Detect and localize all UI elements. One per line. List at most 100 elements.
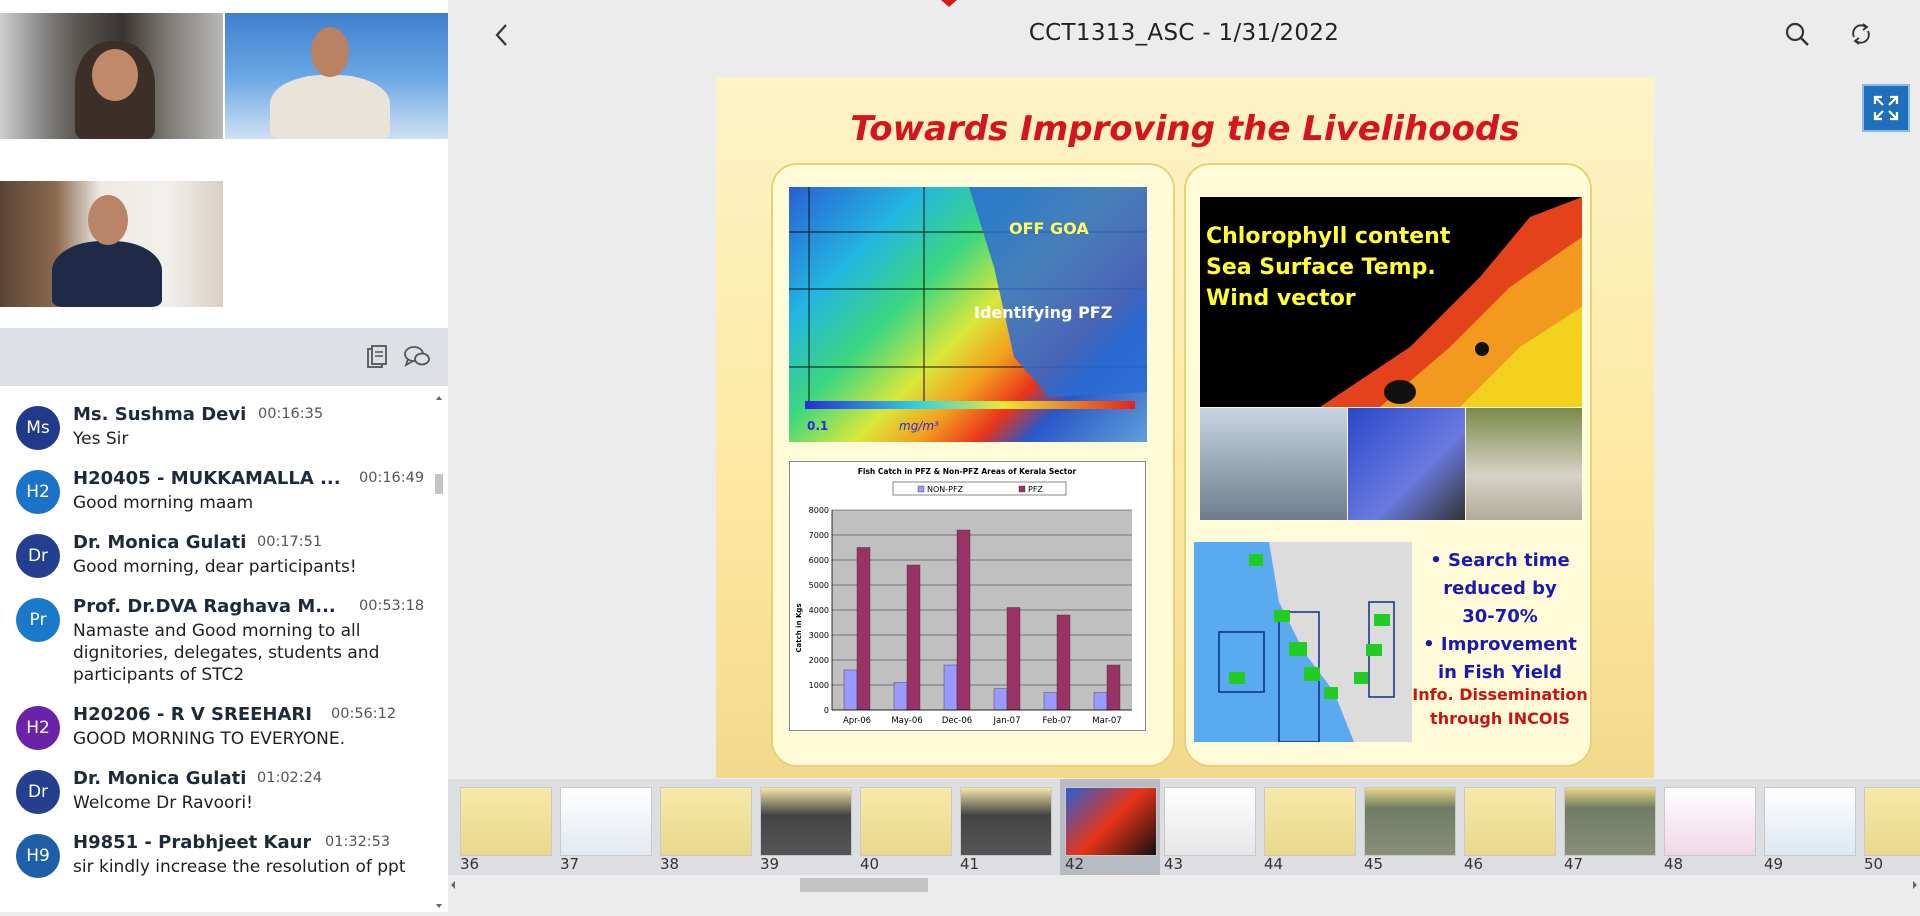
chat-scrollbar[interactable] — [433, 392, 445, 912]
slide-thumbnail[interactable] — [860, 787, 952, 856]
slide-number: 41 — [960, 855, 980, 873]
search-button[interactable] — [1784, 21, 1812, 49]
sender-name: Ms. Sushma Devi — [73, 404, 247, 425]
slide-thumbnail[interactable] — [1764, 787, 1856, 856]
y-tick-label: 0 — [824, 706, 829, 715]
slide-thumbnail[interactable] — [1564, 787, 1656, 856]
participant-face — [88, 195, 128, 245]
legend-label-pfz: PFZ — [1028, 485, 1043, 494]
slide-number: 37 — [560, 855, 580, 873]
back-button[interactable] — [488, 20, 516, 50]
chat-message-list: Ms Ms. Sushma Devi 00:16:35 Yes Sir H2 H… — [0, 392, 430, 912]
avatar: Dr — [16, 770, 60, 814]
slide-thumbnail[interactable] — [460, 787, 552, 856]
fullscreen-icon — [1873, 95, 1899, 121]
slide-number: 46 — [1464, 855, 1484, 873]
text-sst: Sea Surface Temp. — [1206, 255, 1436, 280]
slide-thumbnail[interactable] — [660, 787, 752, 856]
y-tick-label: 7000 — [809, 531, 829, 540]
legend-swatch-pfz — [1018, 485, 1026, 493]
y-tick-label: 5000 — [809, 581, 829, 590]
slide-number: 39 — [760, 855, 780, 873]
map-label-off-goa: OFF GOA — [1009, 219, 1089, 238]
slide-number: 38 — [660, 855, 680, 873]
slide-thumbnail[interactable] — [1364, 787, 1456, 856]
search-icon — [1785, 22, 1809, 46]
text-chlorophyll: Chlorophyll content — [1206, 224, 1451, 249]
photo-handheld-device — [1348, 408, 1465, 520]
fullscreen-button[interactable] — [1862, 84, 1910, 132]
participant-face — [311, 27, 349, 77]
slide-thumbnail[interactable] — [1264, 787, 1356, 856]
slide-thumbnail[interactable] — [760, 787, 852, 856]
bullet-reduced: reduced by — [1443, 578, 1557, 599]
bar-non-pfz-may-06 — [893, 682, 908, 711]
sender-name: H20405 - MUKKAMALLA ... — [73, 468, 341, 489]
bullet-list: • Search time reduced by 30-70% • Improv… — [1414, 547, 1586, 687]
x-tick-label: Apr-06 — [843, 716, 871, 726]
fish-catch-chart: Fish Catch in PFZ & Non-PFZ Areas of Ker… — [789, 461, 1146, 731]
bar-pfz-dec-06 — [956, 529, 971, 711]
bar-non-pfz-dec-06 — [943, 664, 958, 711]
sst-map-image: OFF GOA Identifying PFZ 0.1 mg/m³ — [789, 187, 1147, 442]
message-time: 01:02:24 — [257, 770, 323, 786]
sender-name: Prof. Dr.DVA Raghava M... — [73, 596, 336, 617]
slide-number: 49 — [1764, 855, 1784, 873]
scale-min-label: 0.1 — [807, 419, 829, 433]
slide-number: 47 — [1564, 855, 1584, 873]
slide-thumbnail[interactable] — [1664, 787, 1756, 856]
message-text: Good morning, dear participants! — [73, 557, 357, 577]
message-text: Namaste and Good morning to all dignitor… — [73, 621, 380, 685]
current-slide: Towards Improving the Livelihoods OFF GO… — [716, 77, 1654, 778]
slide-number: 48 — [1664, 855, 1684, 873]
bar-pfz-jan-07 — [1006, 607, 1021, 711]
info-line-1: Info. Dissemination — [1412, 685, 1588, 704]
slide-thumbnail[interactable] — [1164, 787, 1256, 856]
y-tick-label: 4000 — [809, 606, 829, 615]
video-tile-1[interactable] — [0, 13, 223, 139]
slide-title: Towards Improving the Livelihoods — [850, 109, 1520, 149]
bar-chart-svg: Fish Catch in PFZ & Non-PFZ Areas of Ker… — [795, 467, 1132, 726]
info-dissemination: Info. Dissemination through INCOIS — [1412, 683, 1588, 731]
scale-unit-label: mg/m³ — [899, 419, 939, 433]
sync-button[interactable] — [1848, 21, 1876, 49]
bar-pfz-apr-06 — [856, 547, 871, 711]
clipboard-icon[interactable] — [362, 342, 392, 372]
sender-name: Dr. Monica Gulati — [73, 532, 247, 553]
message-time: 00:16:49 — [359, 470, 425, 486]
text-wind: Wind vector — [1206, 286, 1356, 311]
slide-thumbnail-selected[interactable] — [1065, 787, 1157, 856]
slide-thumbnail[interactable] — [1864, 787, 1920, 856]
bar-non-pfz-mar-07 — [1093, 692, 1108, 711]
slide-thumbnail[interactable] — [960, 787, 1052, 856]
video-tile-2[interactable] — [225, 13, 448, 139]
y-tick-label: 1000 — [809, 681, 829, 690]
avatar: Ms — [16, 406, 60, 450]
message-text: GOOD MORNING TO EVERYONE. — [73, 729, 346, 749]
avatar: H2 — [16, 706, 60, 750]
slide-thumbnail[interactable] — [1464, 787, 1556, 856]
sender-name: Dr. Monica Gulati — [73, 768, 247, 789]
message-time: 00:17:51 — [257, 534, 323, 550]
chat-bubbles-icon[interactable] — [402, 342, 432, 372]
slide-thumbnail[interactable] — [560, 787, 652, 856]
slide-number: 44 — [1264, 855, 1284, 873]
chat-toolbar — [0, 328, 448, 386]
bullet-fish-yield: in Fish Yield — [1438, 662, 1562, 683]
slide-left-panel: OFF GOA Identifying PFZ 0.1 mg/m³ Fish C… — [771, 163, 1175, 767]
bar-pfz-feb-07 — [1056, 614, 1071, 711]
x-tick-label: Jan-07 — [993, 716, 1021, 726]
avatar: Dr — [16, 534, 60, 578]
slide-number: 36 — [460, 855, 480, 873]
thumbnail-scrollbar[interactable] — [448, 875, 1920, 895]
bullet-percent: 30-70% — [1462, 606, 1538, 627]
map-label-pfz: Identifying PFZ — [974, 303, 1113, 322]
bar-non-pfz-feb-07 — [1043, 692, 1058, 711]
message-text: sir kindly increase the resolution of pp… — [73, 857, 406, 877]
slide-right-panel: Chlorophyll content Sea Surface Temp. Wi… — [1184, 163, 1592, 767]
sync-icon — [1852, 23, 1870, 45]
participant-face — [92, 49, 138, 101]
avatar: Pr — [16, 598, 60, 642]
x-tick-label: May-06 — [891, 716, 922, 726]
video-tile-3[interactable] — [0, 181, 223, 307]
